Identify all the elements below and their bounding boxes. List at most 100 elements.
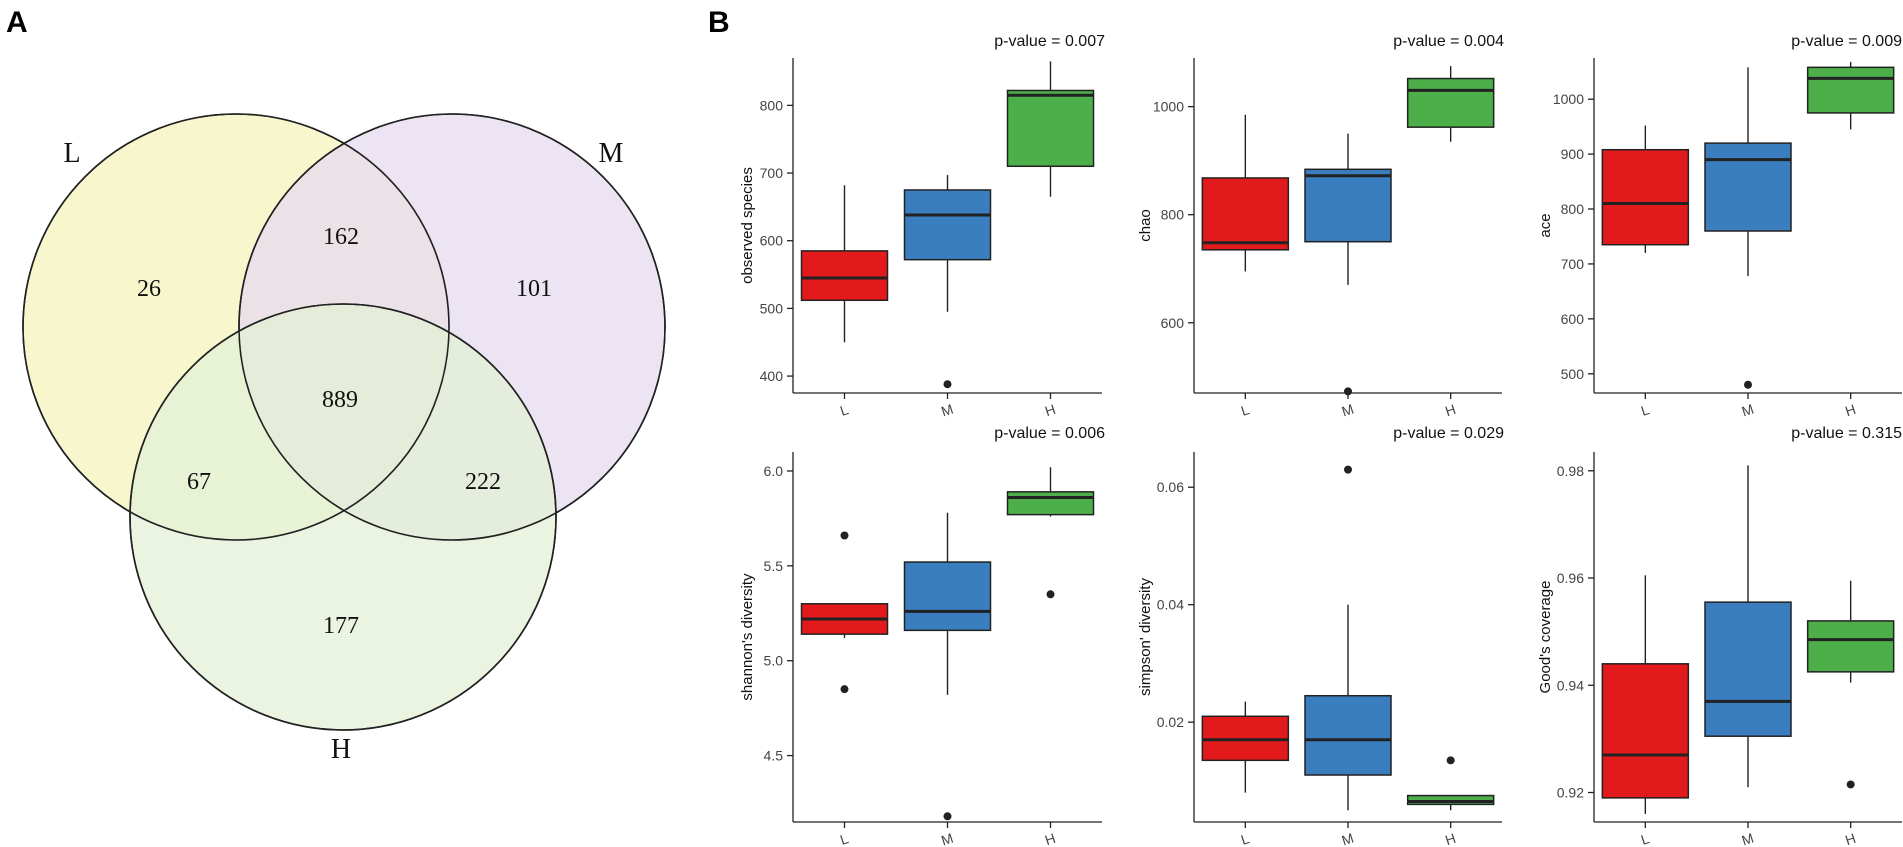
box-M: [1704, 601, 1792, 737]
x-tick-label: M: [1740, 830, 1756, 847]
outlier-point: [1446, 756, 1455, 765]
y-tick-label: 500: [760, 300, 784, 316]
p-value-label: p-value = 0.006: [994, 425, 1105, 442]
boxplot-panel-3: 500 600 700 800 900 1000 L M Hp-value = 0.009 ace: [1537, 33, 1902, 419]
panel-b-letter: B: [708, 6, 730, 39]
y-axis-title: Good's coverage: [1537, 581, 1554, 694]
x-tick-label: L: [838, 401, 851, 419]
venn-circle-H: [129, 303, 557, 731]
y-axis-title: observed species: [739, 167, 756, 284]
outlier-point: [1846, 780, 1855, 789]
y-tick-label: 0.06: [1157, 479, 1184, 495]
y-tick-label: 1000: [1153, 99, 1184, 115]
box-M: [1704, 142, 1792, 232]
y-tick-label: 0.04: [1157, 597, 1184, 613]
y-tick-label: 4.5: [764, 748, 784, 764]
y-tick-label: 800: [760, 97, 784, 113]
x-tick-label: M: [1340, 830, 1356, 847]
x-tick-label: M: [939, 830, 955, 847]
venn-diagram: L M H 26 101 177 162 67 222 889: [22, 113, 666, 765]
outlier-point: [1046, 590, 1055, 599]
y-tick-label: 800: [1561, 201, 1585, 217]
outlier-point: [1744, 380, 1752, 389]
x-tick-label: L: [1639, 830, 1652, 847]
box-M: [1304, 168, 1392, 243]
outlier-point: [943, 380, 952, 389]
venn-set-label-M: M: [599, 138, 624, 169]
box-M: [1304, 694, 1392, 776]
boxplot-panel-6: 0.92 0.94 0.96 0.98 L M Hp-value = 0.315 Good's…: [1537, 425, 1902, 847]
box-H: [1406, 77, 1495, 128]
box-M: [903, 561, 992, 632]
box-M: [903, 189, 992, 261]
x-tick-label: M: [1340, 401, 1356, 420]
x-tick-label: H: [1443, 830, 1458, 847]
y-tick-label: 600: [760, 233, 784, 249]
venn-count-H-only: 177: [323, 613, 359, 639]
x-tick-label: L: [838, 830, 851, 847]
venn-count-L-H: 67: [187, 469, 211, 495]
outlier-point: [840, 685, 849, 694]
y-axis-title: shannon's diversity: [739, 573, 756, 701]
y-tick-label: 500: [1561, 366, 1585, 382]
venn-set-label-H: H: [331, 734, 351, 765]
y-tick-label: 1000: [1553, 91, 1584, 107]
x-tick-label: H: [1443, 401, 1458, 419]
x-tick-label: M: [939, 401, 955, 420]
y-tick-label: 800: [1161, 207, 1185, 223]
y-axis-title: simpson' diversity: [1137, 578, 1154, 696]
venn-outline-H: [129, 303, 557, 731]
x-tick-label: H: [1843, 401, 1858, 419]
venn-count-M-H: 222: [465, 469, 501, 495]
y-tick-label: 700: [1561, 256, 1585, 272]
venn-count-L-M-H: 889: [322, 387, 358, 413]
y-tick-label: 700: [760, 165, 784, 181]
y-axis-title: chao: [1137, 209, 1154, 242]
venn-outline-M: [238, 113, 666, 541]
x-tick-label: M: [1740, 401, 1756, 420]
y-tick-label: 5.0: [764, 653, 784, 669]
venn-count-L-M: 162: [323, 224, 359, 250]
y-tick-label: 5.5: [764, 558, 784, 574]
x-tick-label: L: [1239, 401, 1252, 419]
y-tick-label: 0.02: [1157, 714, 1184, 730]
panel-a-letter: A: [6, 6, 28, 39]
x-tick-label: H: [1043, 401, 1058, 419]
y-tick-label: 900: [1561, 146, 1585, 162]
x-tick-label: H: [1843, 830, 1858, 847]
p-value-label: p-value = 0.009: [1791, 33, 1902, 50]
venn-set-label-L: L: [63, 138, 80, 169]
p-value-label: p-value = 0.004: [1393, 33, 1504, 50]
y-tick-label: 0.98: [1557, 463, 1584, 479]
box-L: [1601, 663, 1690, 799]
box-H: [1006, 89, 1095, 168]
y-tick-label: 0.94: [1557, 677, 1584, 693]
venn-outline-L: [22, 113, 450, 541]
outlier-point: [840, 531, 849, 540]
x-tick-label: L: [1639, 401, 1652, 419]
venn-count-M-only: 101: [516, 276, 552, 302]
p-value-label: p-value = 0.315: [1791, 425, 1902, 442]
box-H: [1006, 491, 1095, 516]
boxplot-panel-4: 4.5 5.0 5.5 6.0 L M Hp-value = 0.006 shannon's …: [739, 425, 1105, 847]
y-axis-title: ace: [1537, 213, 1554, 237]
box-L: [800, 250, 889, 302]
y-tick-label: 0.92: [1557, 785, 1584, 801]
p-value-label: p-value = 0.029: [1393, 425, 1504, 442]
x-tick-label: L: [1239, 830, 1252, 847]
y-tick-label: 6.0: [764, 463, 784, 479]
box-L: [1201, 177, 1290, 251]
outlier-point: [1344, 465, 1352, 474]
box-H: [1806, 66, 1895, 114]
box-L: [1601, 148, 1690, 246]
venn-count-L-only: 26: [137, 276, 161, 302]
y-tick-label: 600: [1161, 315, 1185, 331]
boxplot-panel-1: 400 500 600 700 800 L M Hp-value = 0.007 observe…: [739, 33, 1105, 419]
boxplot-grid: 400 500 600 700 800 L M Hp-value = 0.007 observe…: [739, 33, 1902, 847]
y-tick-label: 600: [1561, 311, 1585, 327]
boxplot-panel-2: 600 800 1000 L M Hp-value = 0.004 chao: [1137, 33, 1504, 419]
box-H: [1806, 620, 1895, 673]
p-value-label: p-value = 0.007: [994, 33, 1105, 50]
y-tick-label: 0.96: [1557, 570, 1584, 586]
